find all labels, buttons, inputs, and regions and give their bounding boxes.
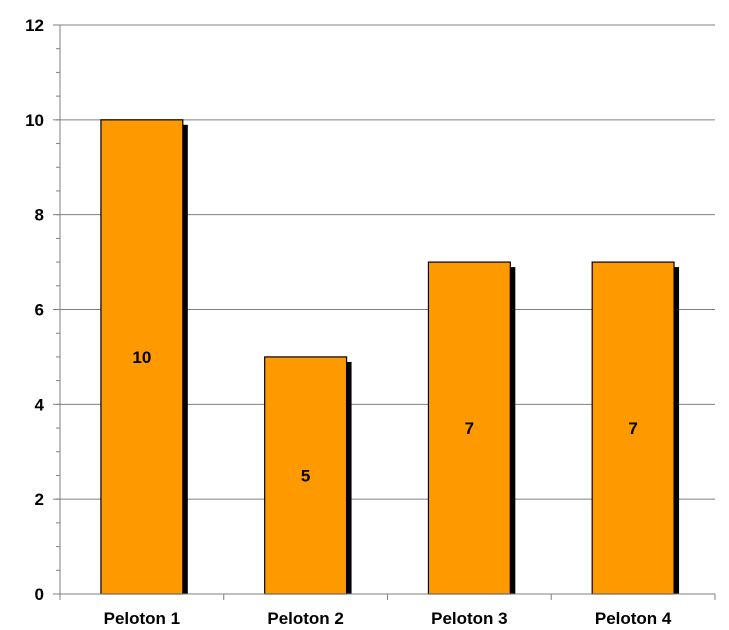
bar — [100, 119, 184, 595]
y-tick-label: 2 — [35, 490, 44, 509]
bar — [264, 356, 348, 595]
y-tick-label: 0 — [35, 585, 44, 604]
x-tick-label: Peloton 3 — [431, 609, 508, 628]
data-label: 7 — [628, 419, 637, 438]
data-label: 10 — [132, 348, 151, 367]
y-tick-label: 8 — [35, 206, 44, 225]
y-tick-label: 12 — [25, 16, 44, 35]
y-tick-label: 10 — [25, 111, 44, 130]
data-label: 5 — [301, 466, 310, 485]
data-label: 7 — [465, 419, 474, 438]
bar — [427, 261, 511, 595]
x-tick-label: Peloton 4 — [595, 609, 672, 628]
x-tick-label: Peloton 2 — [267, 609, 344, 628]
y-tick-label: 6 — [35, 301, 44, 320]
axes — [53, 24, 716, 600]
bar — [591, 261, 675, 595]
y-tick-label: 4 — [35, 395, 45, 414]
bars — [100, 119, 680, 595]
x-tick-label: Peloton 1 — [104, 609, 181, 628]
labels: 10 Peloton 1 5 Peloton 2 7 Peloton 3 7 Peloton … — [25, 16, 672, 628]
